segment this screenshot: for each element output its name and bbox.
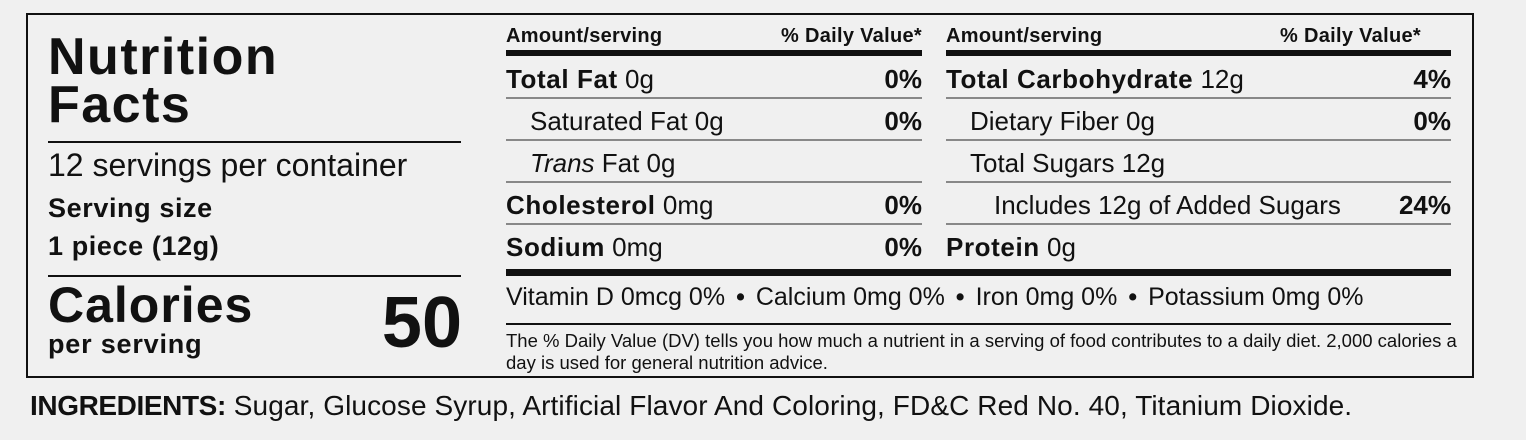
nutrient-column-right: Amount/serving % Daily Value* Total Carb… (946, 15, 1451, 267)
title-line-1: Nutrition (48, 28, 279, 86)
daily-value-header: % Daily Value* (781, 25, 922, 47)
nutrient-name: Total Fat (506, 64, 618, 94)
nutrient-dv: 0% (884, 190, 922, 220)
nutrient-name: Dietary Fiber (970, 106, 1119, 136)
nutrient-name: Total Carbohydrate (946, 64, 1194, 94)
iron: Iron 0mg 0% (975, 283, 1118, 311)
nutrient-amount: 0g (617, 64, 654, 94)
serving-size: Serving size 1 piece (12g) (48, 189, 219, 265)
nutrient-row-saturated-fat: Saturated Fat 0g 0% (506, 99, 922, 141)
column-header: Amount/serving % Daily Value* (946, 15, 1451, 57)
nutrient-amount: 0g (687, 106, 724, 136)
title-line-2: Facts (48, 76, 192, 134)
nutrient-amount: 0g (1118, 106, 1155, 136)
divider (48, 275, 461, 277)
vitamins-minerals-line: Vitamin D 0mcg 0% • Calcium 0mg 0% • Iron 0m… (506, 283, 1363, 312)
separator-dot: • (1128, 283, 1138, 311)
nutrient-name: Saturated Fat (530, 106, 688, 136)
nutrient-amount: 0mg (604, 232, 663, 262)
nutrient-row-total-fat: Total Fat 0g 0% (506, 57, 922, 99)
calories-sub-label: per serving (48, 329, 203, 359)
nutrient-amount: 12g (1114, 148, 1166, 178)
ingredients-text: Sugar, Glucose Syrup, Artificial Flavor … (225, 390, 1353, 421)
serving-size-value: 1 piece (12g) (48, 231, 220, 261)
nutrition-facts-label: Nutrition Facts 12 servings per containe… (26, 13, 1474, 378)
nutrient-amount: 12g (1193, 64, 1244, 94)
divider (506, 323, 1451, 325)
ingredients-label: INGREDIENTS: (30, 390, 226, 421)
nutrient-dv: 0% (884, 64, 922, 94)
vitamin-d: Vitamin D 0mcg 0% (506, 283, 726, 311)
nutrient-dv: 4% (1413, 64, 1451, 94)
nutrient-row-total-sugars: Total Sugars 12g (946, 141, 1451, 183)
nutrient-row-trans-fat: Trans Fat 0g (506, 141, 922, 183)
calories-value: 50 (381, 283, 462, 363)
ingredients-line: INGREDIENTS: Sugar, Glucose Syrup, Artif… (30, 390, 1352, 422)
potassium: Potassium 0mg 0% (1148, 283, 1364, 311)
nutrient-row-sodium: Sodium 0mg 0% (506, 225, 922, 267)
nutrient-dv: 0% (1413, 106, 1451, 136)
serving-size-label: Serving size (48, 193, 213, 223)
nutrient-name: Includes 12g of Added Sugars (994, 190, 1341, 220)
nutrient-name: Total Sugars (970, 148, 1115, 178)
nutrient-amount: 0g (1039, 232, 1076, 262)
divider (48, 141, 461, 143)
thick-divider (506, 269, 1451, 276)
amount-serving-header: Amount/serving (946, 25, 1103, 47)
daily-value-header: % Daily Value* (1280, 25, 1421, 47)
nutrient-name: Cholesterol (506, 190, 656, 220)
daily-value-footnote: The % Daily Value (DV) tells you how muc… (506, 330, 1457, 373)
nutrient-name: Sodium (506, 232, 605, 262)
nutrient-row-cholesterol: Cholesterol 0mg 0% (506, 183, 922, 225)
nutrient-row-dietary-fiber: Dietary Fiber 0g 0% (946, 99, 1451, 141)
nutrient-amount: 0mg (655, 190, 714, 220)
column-header: Amount/serving % Daily Value* (506, 15, 922, 57)
servings-per-container: 12 servings per container (48, 147, 408, 183)
nutrient-column-left: Amount/serving % Daily Value* Total Fat … (506, 15, 922, 267)
nutrient-dv: 24% (1398, 190, 1451, 220)
calories-label: Calories (48, 277, 254, 333)
nutrient-amount: Fat 0g (594, 148, 676, 178)
nutrient-row-added-sugars: Includes 12g of Added Sugars 24% (946, 183, 1451, 225)
nutrient-dv: 0% (884, 106, 922, 136)
separator-dot: • (955, 283, 965, 311)
nutrient-row-total-carbohydrate: Total Carbohydrate 12g 4% (946, 57, 1451, 99)
nutrient-dv: 0% (884, 232, 922, 262)
amount-serving-header: Amount/serving (506, 25, 663, 47)
nutrient-row-protein: Protein 0g (946, 225, 1451, 267)
nutrition-panel-left: Nutrition Facts 12 servings per containe… (48, 23, 488, 373)
nutrient-name: Protein (946, 232, 1040, 262)
panel-title: Nutrition Facts (48, 28, 488, 134)
nutrient-name: Trans (530, 148, 595, 178)
calcium: Calcium 0mg 0% (755, 283, 945, 311)
separator-dot: • (736, 283, 745, 311)
